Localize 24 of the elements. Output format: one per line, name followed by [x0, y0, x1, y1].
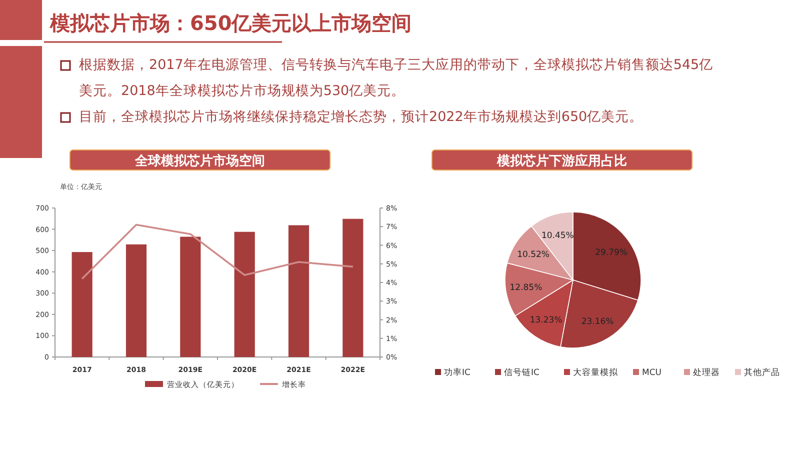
chart-title: 模拟芯片下游应用占比 — [496, 153, 627, 169]
bar — [126, 244, 147, 357]
data-label: 10.45% — [541, 230, 574, 241]
data-label: 13.23% — [530, 315, 562, 326]
data-label: 23.16% — [581, 316, 614, 327]
line-series — [81, 224, 354, 280]
bar — [288, 225, 310, 357]
text: 模拟芯片市场：650亿美元以上市场空间 — [49, 11, 412, 35]
text: 目前，全球模拟芯片市场将继续保持稳定增长态势，预计2022年市场规模达到650亿美元。 — [79, 108, 644, 127]
legend-label: MCU — [642, 368, 662, 378]
data-label: 10.52% — [517, 250, 550, 260]
data-label: 29.79% — [595, 248, 628, 258]
chart-title: 全球模拟芯片市场空间 — [134, 153, 265, 169]
bar — [180, 236, 201, 357]
legend-label: 处理器 — [693, 367, 720, 378]
legend-label: 信号链IC — [504, 367, 540, 378]
legend-label: 功率IC — [444, 367, 471, 378]
bar — [342, 218, 364, 357]
bar — [72, 252, 92, 357]
bar — [234, 232, 255, 357]
legend-label: 其他产品 — [744, 367, 780, 378]
data-label: 12.85% — [510, 283, 542, 294]
text: 根据数据，2017年在电源管理、信号转换与汽车电子三大应用的带动下，全球模拟芯片销售额达545亿美元。2018年全球模拟芯片市场规模为530亿美元。 — [79, 56, 714, 101]
legend-label: 大容量模拟 — [573, 367, 619, 378]
